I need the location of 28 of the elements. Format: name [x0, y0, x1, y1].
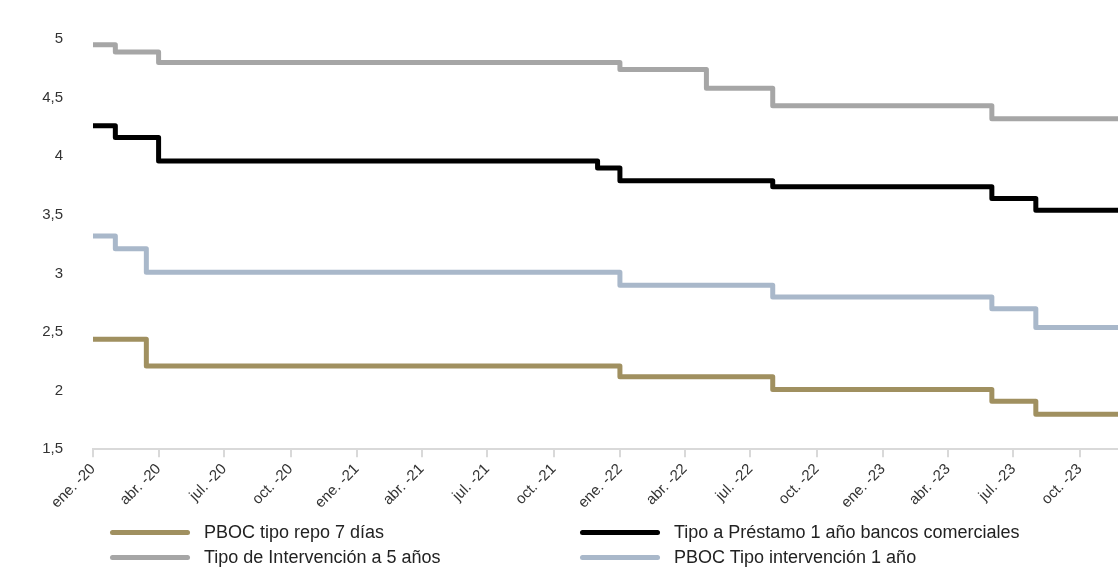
y-tick-label: 2,5 — [42, 322, 63, 340]
y-tick-label: 4,5 — [42, 87, 63, 105]
legend-label: PBOC tipo repo 7 días — [204, 522, 385, 543]
x-tick-label: jul. -21 — [447, 459, 493, 505]
legend-label: Tipo a Préstamo 1 año bancos comerciales — [674, 522, 1020, 543]
legend-label: PBOC Tipo intervención 1 año — [674, 547, 917, 568]
y-tick-label: 5 — [54, 29, 63, 47]
x-tick-label: ene. -21 — [310, 459, 362, 511]
x-tick-label: jul. -20 — [184, 459, 230, 505]
x-tick-label: ene. -22 — [574, 459, 625, 511]
x-tick-label: jul. -23 — [973, 459, 1019, 505]
y-tick-label: 3,5 — [42, 205, 63, 223]
x-tick-label: oct. -23 — [1037, 459, 1085, 508]
x-tick-label: abr. -23 — [904, 459, 953, 508]
legend-label: Tipo de Intervención a 5 años — [204, 547, 441, 568]
x-tick-label: jul. -22 — [710, 459, 756, 505]
y-tick-label: 3 — [54, 263, 63, 281]
x-tick-label: abr. -20 — [115, 459, 164, 508]
y-tick-label: 2 — [54, 380, 63, 398]
x-tick-label: ene. -23 — [837, 459, 889, 511]
x-tick-label: oct. -22 — [774, 459, 822, 508]
x-tick-label: abr. -21 — [378, 459, 427, 508]
y-tick-label: 4 — [54, 146, 63, 164]
x-tick-label: oct. -20 — [248, 459, 296, 508]
y-tick-label: 1,5 — [42, 439, 63, 457]
x-tick-label: ene. -20 — [47, 459, 99, 511]
x-tick-label: oct. -21 — [511, 459, 559, 508]
x-tick-label: abr. -22 — [641, 459, 690, 508]
